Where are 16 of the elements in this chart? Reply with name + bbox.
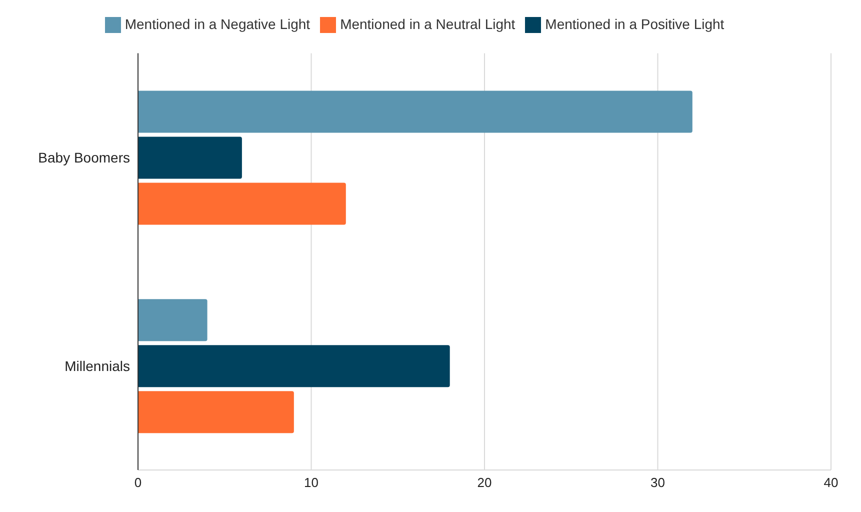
x-tick-label: 0 (134, 475, 142, 490)
bar (138, 345, 450, 388)
x-tick-label: 40 (824, 475, 838, 490)
legend-label: Mentioned in a Negative Light (124, 16, 310, 32)
bar (138, 182, 346, 225)
bar (138, 391, 294, 434)
legend-label: Mentioned in a Positive Light (545, 16, 724, 32)
x-tick-label: 30 (650, 475, 665, 490)
x-tick-label: 10 (304, 475, 318, 490)
legend-label: Mentioned in a Neutral Light (340, 16, 516, 32)
bar (138, 90, 692, 133)
bar (138, 136, 242, 179)
y-tick-label: Millennials (64, 358, 130, 374)
y-tick-label: Baby Boomers (38, 149, 130, 166)
bar (138, 299, 208, 342)
x-tick-label: 20 (477, 475, 492, 490)
